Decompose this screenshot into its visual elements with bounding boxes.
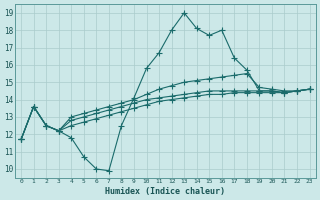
X-axis label: Humidex (Indice chaleur): Humidex (Indice chaleur) [105, 187, 225, 196]
